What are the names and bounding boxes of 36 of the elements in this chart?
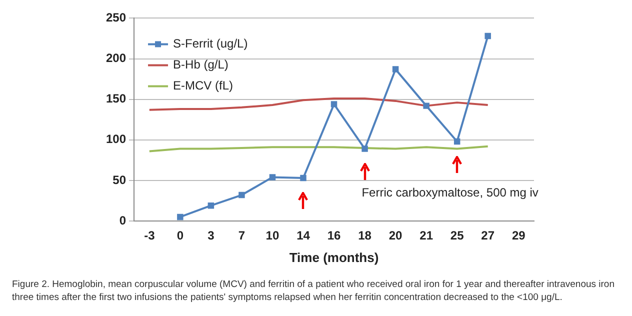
x-tick-label: 27 xyxy=(481,228,495,243)
x-tick-label: 0 xyxy=(176,228,184,243)
y-tick-label: 250 xyxy=(106,10,126,25)
legend-label: S-Ferrit (ug/L) xyxy=(173,36,248,51)
x-tick-label: 29 xyxy=(512,228,526,243)
x-tick-label: -3 xyxy=(144,228,156,243)
point xyxy=(238,192,245,198)
point xyxy=(484,32,491,40)
point xyxy=(330,101,338,108)
x-tick-label: 21 xyxy=(420,228,434,243)
y-tick-label: 100 xyxy=(106,132,126,146)
x-axis-title: Time (months) xyxy=(289,250,379,265)
point xyxy=(177,214,184,220)
y-tick-label: 200 xyxy=(106,51,126,66)
x-tick-label: 25 xyxy=(450,228,464,243)
x-tick-label: 18 xyxy=(358,228,372,243)
x-tick-label: 16 xyxy=(327,228,342,243)
y-tick-label: 0 xyxy=(119,213,126,228)
caption: Figure 2. Hemoglobin, mean corpuscular volume (MCV) and ferritin of a patient who received oral iron for 1 year and thereafter intravenous iron three times after the first two infusions the patients' symptoms relapsed when her ferritin concentration decreased to the <100 μg/L. xyxy=(11,278,616,304)
annotation: Ferric carboxymaltose, 500 mg iv xyxy=(362,185,538,200)
x-tick-label: 20 xyxy=(388,228,403,243)
point xyxy=(269,174,276,180)
point xyxy=(300,174,306,182)
x-tick-label: 14 xyxy=(296,228,310,243)
point xyxy=(208,202,214,209)
point xyxy=(362,146,368,152)
x-tick-label: 7 xyxy=(238,228,246,243)
point xyxy=(454,138,460,145)
x-tick-label: 10 xyxy=(266,228,280,243)
y-tick-label: 150 xyxy=(106,92,126,106)
legend-label: B-Hb (g/L) xyxy=(173,58,228,72)
y-tick-label: 50 xyxy=(112,172,126,187)
legend-label: E-MCV (fL) xyxy=(173,78,234,93)
x-tick-label: 3 xyxy=(208,228,215,243)
point xyxy=(392,66,399,72)
point xyxy=(423,102,430,109)
